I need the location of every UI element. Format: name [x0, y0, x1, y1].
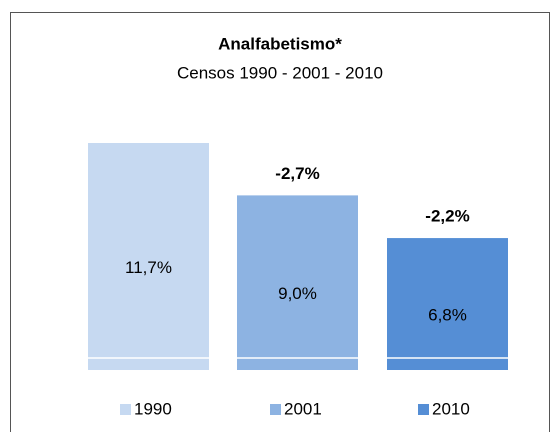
bar	[88, 143, 209, 370]
chart-subtitle: Censos 1990 - 2001 - 2010	[177, 63, 383, 82]
bar	[387, 238, 508, 370]
value-label: 9,0%	[278, 284, 317, 303]
change-label: -2,2%	[425, 207, 469, 226]
legend-swatch	[418, 404, 429, 415]
bar	[237, 195, 358, 370]
value-label: 6,8%	[428, 306, 467, 325]
legend-swatch	[120, 404, 131, 415]
value-label: 11,7%	[125, 258, 172, 277]
chart-title: Analfabetismo*	[218, 34, 342, 53]
legend-label: 1990	[134, 399, 172, 418]
legend-swatch	[270, 404, 281, 415]
change-label: -2,7%	[275, 164, 319, 183]
legend-label: 2001	[284, 399, 322, 418]
legend-label: 2010	[432, 399, 470, 418]
